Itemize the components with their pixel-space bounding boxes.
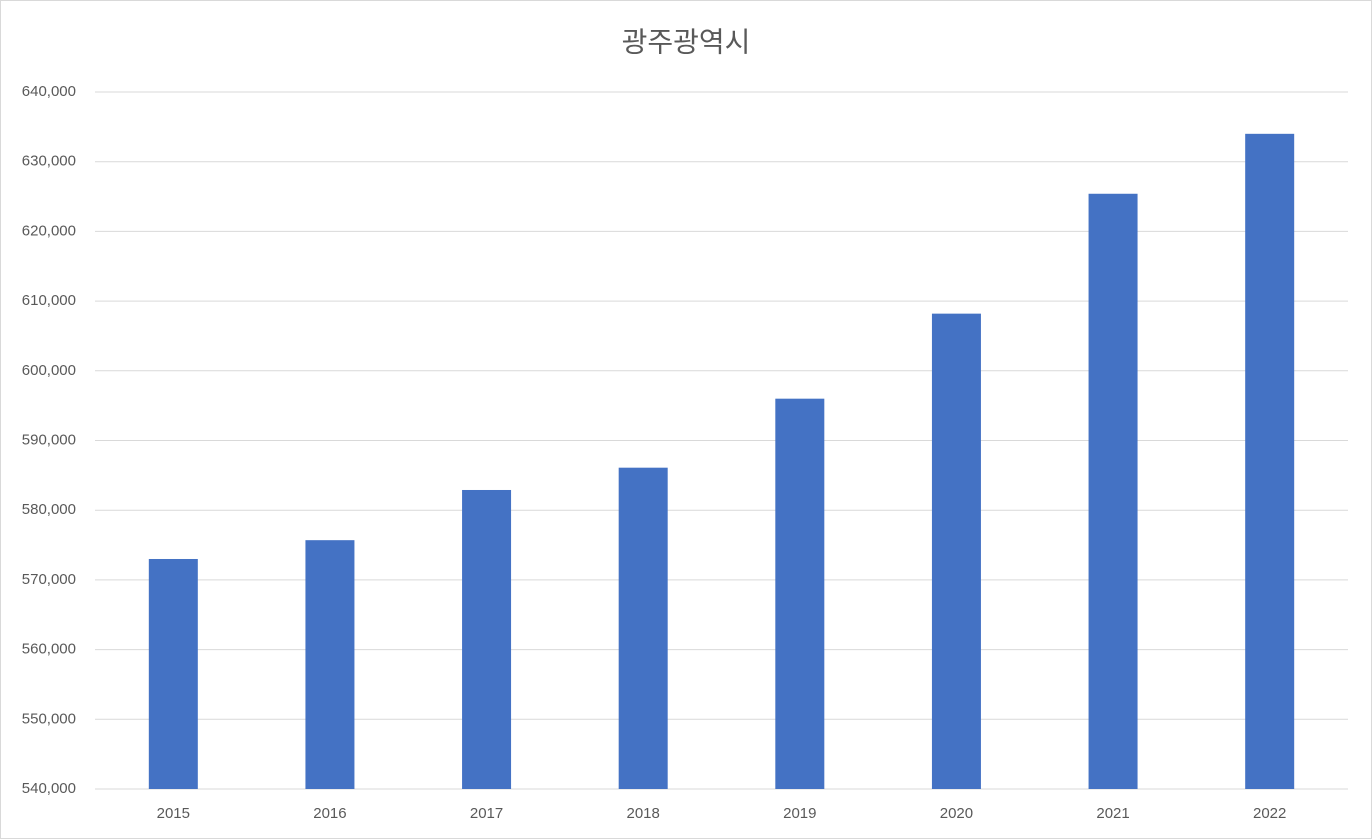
x-tick-label: 2016: [313, 805, 346, 822]
x-tick-label: 2018: [627, 805, 660, 822]
x-tick-label: 2022: [1253, 805, 1286, 822]
bar: [462, 489, 512, 789]
y-tick-label: 540,000: [22, 780, 76, 797]
bar: [1088, 193, 1138, 790]
y-tick-label: 610,000: [22, 292, 76, 309]
x-tick-label: 2020: [940, 805, 973, 822]
bar: [775, 398, 825, 789]
bar: [931, 313, 981, 789]
y-tick-label: 640,000: [22, 83, 76, 100]
x-tick-label: 2017: [470, 805, 503, 822]
chart-title: 광주광역시: [622, 26, 751, 57]
y-tick-label: 600,000: [22, 362, 76, 379]
x-tick-label: 2021: [1096, 805, 1129, 822]
x-tick-label: 2019: [783, 805, 816, 822]
y-tick-label: 550,000: [22, 710, 76, 727]
y-tick-label: 580,000: [22, 501, 76, 518]
x-tick-label: 2015: [157, 805, 190, 822]
y-tick-label: 630,000: [22, 153, 76, 170]
y-tick-label: 570,000: [22, 571, 76, 588]
y-tick-label: 590,000: [22, 431, 76, 448]
y-tick-label: 560,000: [22, 641, 76, 658]
y-tick-label: 620,000: [22, 222, 76, 239]
bar: [305, 540, 355, 789]
bar: [1245, 133, 1295, 789]
bar: [148, 558, 198, 789]
bar: [618, 467, 668, 789]
